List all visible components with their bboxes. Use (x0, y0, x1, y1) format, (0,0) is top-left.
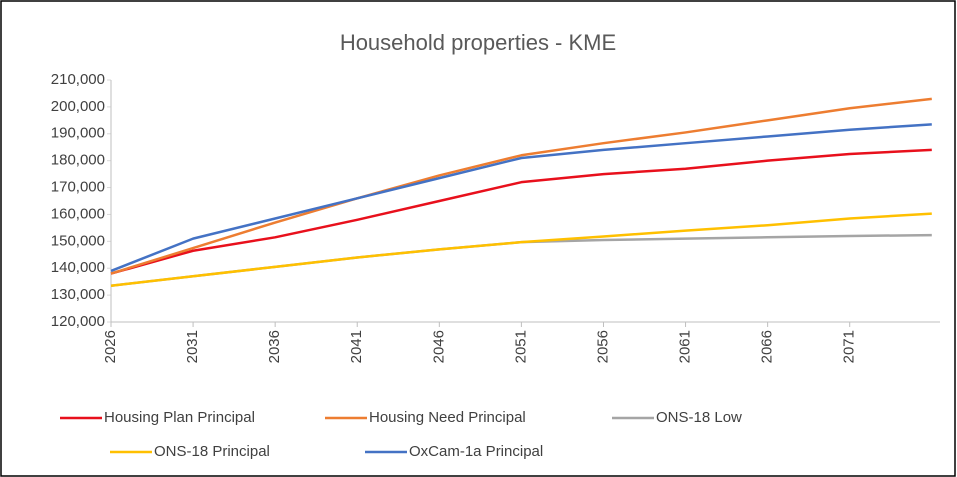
y-tick-label: 120,000 (51, 313, 105, 330)
y-tick-label: 160,000 (51, 205, 105, 222)
series-line (110, 148, 932, 275)
series-line (110, 97, 932, 275)
x-tick-label: 2041 (348, 330, 365, 363)
legend-label: ONS-18 Low (656, 409, 742, 426)
series-line (110, 212, 932, 287)
y-tick-label: 140,000 (51, 259, 105, 276)
legend-label: ONS-18 Principal (154, 443, 270, 460)
x-tick-label: 2036 (266, 330, 283, 363)
chart-title: Household properties - KME (340, 30, 616, 55)
y-tick-label: 170,000 (51, 179, 105, 196)
x-tick-label: 2071 (841, 330, 858, 363)
y-tick-label: 200,000 (51, 98, 105, 115)
x-tick-label: 2026 (102, 330, 119, 363)
y-tick-label: 210,000 (51, 71, 105, 88)
x-tick-label: 2066 (759, 330, 776, 363)
x-tick-label: 2056 (594, 330, 611, 363)
y-tick-label: 190,000 (51, 125, 105, 142)
legend-label: Housing Plan Principal (104, 409, 255, 426)
legend-label: OxCam-1a Principal (409, 443, 543, 460)
x-tick-label: 2061 (677, 330, 694, 363)
x-tick-label: 2051 (512, 330, 529, 363)
x-tick-label: 2046 (430, 330, 447, 363)
y-tick-label: 150,000 (51, 232, 105, 249)
series-line (110, 123, 932, 273)
y-tick-label: 180,000 (51, 152, 105, 169)
y-tick-label: 130,000 (51, 286, 105, 303)
legend-label: Housing Need Principal (369, 409, 526, 426)
x-tick-label: 2031 (184, 330, 201, 363)
